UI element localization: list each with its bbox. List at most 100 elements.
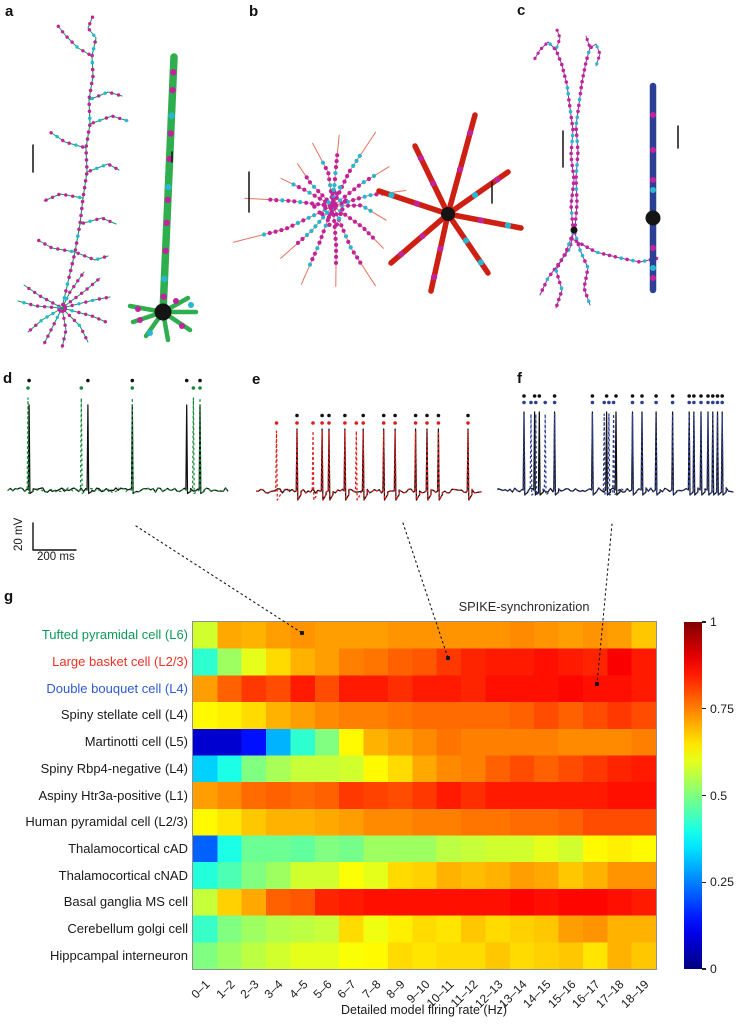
synapse-dot	[108, 163, 112, 167]
figure-line	[445, 211, 491, 276]
heatmap-cell	[485, 728, 511, 757]
heatmap-cell	[631, 622, 657, 650]
synapse-dot	[323, 223, 328, 228]
synapse-dot	[607, 253, 612, 258]
heatmap-cell	[485, 622, 511, 650]
heatmap-cell	[607, 675, 633, 703]
synapse-dot	[118, 116, 122, 121]
synapse-dot	[573, 223, 577, 227]
synapse-dot	[29, 302, 33, 307]
synapse-dot	[374, 192, 379, 197]
synapse-dot	[56, 247, 60, 251]
panel-label-d: d	[3, 370, 13, 387]
synapse-dot	[570, 139, 574, 144]
heatmap-cell	[193, 862, 218, 890]
synapse-dot	[101, 217, 106, 221]
synapse-dot	[88, 123, 92, 127]
synapse-dot	[104, 116, 109, 120]
synapse-dot	[413, 200, 420, 207]
synapse-dot	[76, 279, 80, 283]
figure-line	[17, 300, 63, 309]
heatmap-row-label: Hippcampal interneuron	[49, 947, 188, 963]
heatmap-cell	[607, 622, 633, 650]
synapse-dot	[179, 323, 185, 329]
synapse-dot	[552, 46, 557, 51]
heatmap-cell	[534, 755, 560, 783]
heatmap-cell	[534, 622, 560, 650]
synapse-dot	[90, 298, 95, 303]
synapse-dot	[319, 234, 324, 240]
synapse-dot	[328, 206, 334, 211]
synapse-dot	[494, 176, 501, 183]
synapse-dot	[557, 297, 561, 302]
synapse-dot	[301, 218, 306, 223]
heatmap-cell	[485, 915, 511, 943]
heatmap-cell	[217, 755, 243, 783]
synapse-dot	[565, 86, 570, 90]
synapse-dot	[70, 40, 74, 44]
synapse-dot	[579, 85, 583, 90]
heatmap-cell	[290, 835, 316, 863]
heatmap-cell	[363, 755, 389, 783]
synapse-dot	[26, 386, 30, 390]
synapse-dot	[356, 183, 361, 188]
heatmap-cell	[314, 728, 340, 757]
synapse-dot	[80, 273, 84, 277]
synapse-dot	[90, 53, 94, 58]
synapse-dot	[552, 400, 557, 405]
synapse-dot	[67, 275, 71, 280]
heatmap-row-label: Tufted pyramidal cell (L6)	[41, 627, 188, 643]
figure-line	[296, 163, 334, 207]
synapse-dot	[341, 228, 346, 233]
synapse-dot	[366, 176, 371, 182]
heatmap-cell	[509, 862, 535, 890]
figure-line	[57, 25, 93, 57]
heatmap-cell	[534, 782, 560, 810]
synapse-dot	[90, 67, 95, 72]
heatmap-cell	[266, 622, 292, 650]
heatmap-cell	[339, 942, 365, 970]
synapse-dot	[355, 255, 360, 260]
synapse-dot	[330, 200, 335, 205]
heatmap-cell	[193, 728, 218, 757]
heatmap-cell	[461, 915, 487, 943]
synapse-dot	[417, 155, 424, 162]
synapse-dot	[93, 40, 97, 44]
synapse-dot	[631, 258, 635, 263]
synapse-dot	[568, 109, 573, 114]
heatmap-cell	[509, 835, 535, 863]
synapse-dot	[95, 217, 99, 222]
synapse-dot	[574, 211, 578, 215]
synapse-dot	[320, 421, 324, 425]
figure-line	[27, 307, 63, 333]
synapse-dot	[323, 165, 328, 171]
synapse-dot	[585, 270, 589, 275]
synapse-dot	[331, 197, 336, 202]
heatmap-cell	[217, 942, 243, 970]
figure-line	[88, 91, 123, 101]
synapse-dot	[342, 199, 347, 204]
heatmap-cell	[631, 942, 657, 970]
heatmap-cell	[387, 648, 413, 676]
heatmap-cell	[290, 888, 316, 917]
heatmap-cell	[193, 942, 218, 970]
heatmap-cell	[509, 915, 535, 943]
synapse-dot	[576, 242, 581, 247]
heatmap-row-label: Martinotti cell (L5)	[84, 734, 188, 750]
heatmap-cell	[631, 888, 657, 917]
heatmap-cell	[607, 862, 633, 890]
synapse-dot	[331, 194, 336, 200]
synapse-dot	[437, 245, 444, 252]
synapse-dot	[73, 248, 78, 252]
synapse-dot	[338, 211, 343, 217]
synapse-dot	[555, 28, 559, 32]
heatmap-cell	[631, 915, 657, 943]
synapse-dot	[95, 166, 99, 170]
heatmap-title: SPIKE-synchronization	[458, 599, 590, 614]
synapse-dot	[584, 293, 589, 298]
figure-line	[300, 205, 334, 285]
synapse-dot	[333, 171, 338, 176]
synapse-dot	[90, 60, 95, 65]
synapse-dot	[619, 256, 623, 261]
colorbar-tick-mark	[702, 708, 706, 710]
